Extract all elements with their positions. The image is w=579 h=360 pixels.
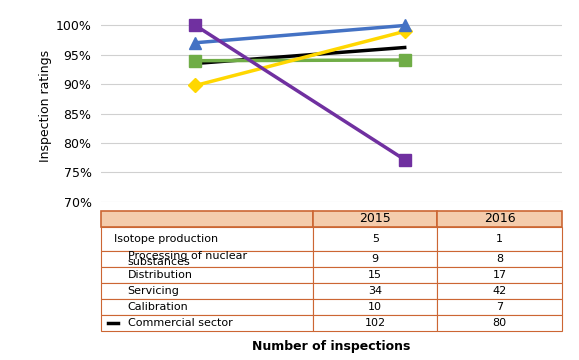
Text: Distribution: Distribution [127,270,192,280]
Text: Processing of nuclear: Processing of nuclear [127,251,247,261]
Text: 10: 10 [368,302,382,312]
Text: 7: 7 [496,302,503,312]
Text: 2016: 2016 [483,212,515,225]
Text: Calibration: Calibration [127,302,188,312]
Text: 42: 42 [492,286,507,296]
Text: 34: 34 [368,286,382,296]
Text: 2015: 2015 [360,212,391,225]
Text: 1: 1 [496,234,503,244]
Y-axis label: Inspection ratings: Inspection ratings [39,50,52,162]
Text: Isotope production: Isotope production [114,234,218,244]
Text: 15: 15 [368,270,382,280]
Text: 5: 5 [372,234,379,244]
Text: 102: 102 [365,318,386,328]
Text: substances: substances [127,257,190,267]
Text: 8: 8 [496,254,503,264]
Text: Commercial sector: Commercial sector [127,318,232,328]
Text: 9: 9 [372,254,379,264]
Text: Servicing: Servicing [127,286,179,296]
Text: 80: 80 [492,318,507,328]
Text: 17: 17 [492,270,507,280]
Text: Number of inspections: Number of inspections [252,340,411,353]
